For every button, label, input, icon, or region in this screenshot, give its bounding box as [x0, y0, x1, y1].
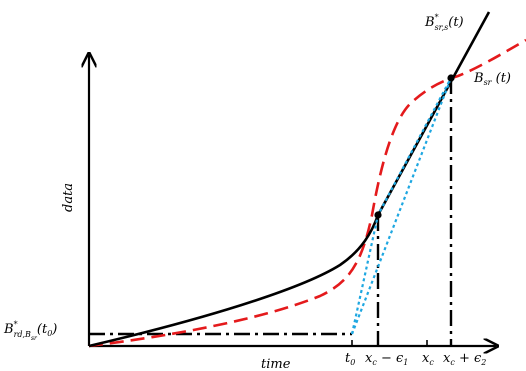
- label-bsr: Bsr (t): [473, 71, 511, 87]
- bsr-star-s-curve: [88, 11, 491, 348]
- label-bsr-star-s: B* sr,s(t): [424, 13, 464, 32]
- bsr-curve: [88, 38, 526, 348]
- x-axis-label: time: [261, 357, 291, 371]
- point-xc-minus: [374, 211, 382, 219]
- blue-dotted-line-2: [350, 77, 453, 335]
- y-axis-label: data: [61, 183, 76, 212]
- blue-dotted-line-1: [350, 77, 452, 335]
- tick-label-xc-minus-eps1: xc − ϵ1: [365, 351, 408, 367]
- point-xc-plus: [447, 74, 455, 82]
- label-brd-t0: B* rd,Bsr(t0): [3, 320, 57, 342]
- tick-label-t0: t0: [345, 351, 355, 367]
- tick-label-xc: xc: [422, 351, 434, 367]
- tick-label-xc-plus-eps2: xc + ϵ2: [443, 351, 486, 367]
